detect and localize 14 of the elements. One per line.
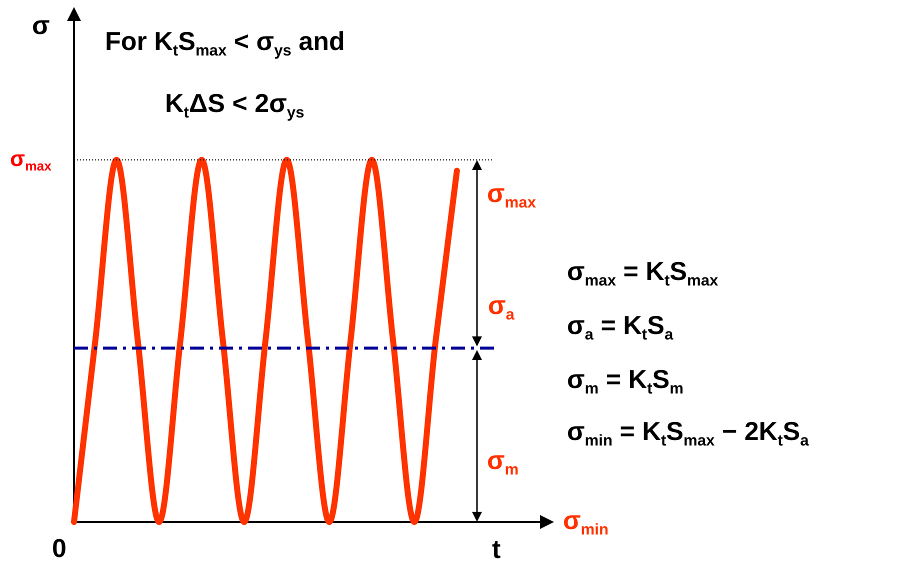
annotation: σ$_{a}$ — [488, 290, 514, 324]
y-axis-title: σ — [32, 10, 50, 40]
annotation: σ$_{max}$ — [487, 178, 536, 212]
text: σ$_{m}$ = K$_{t}$S$_{m}$ — [567, 364, 684, 398]
x-axis-title: t — [492, 534, 501, 564]
text: 0 — [52, 533, 66, 563]
text: K$_{t}$ΔS < 2σ$_{ys}$ — [165, 88, 304, 122]
text: σ$_{min}$ = K$_{t}$S$_{max}$ − 2K$_{t}$S$_{a}$ — [567, 416, 809, 450]
annotation: σ$_{m}$ — [487, 445, 519, 478]
text: σ$_{a}$ = K$_{t}$S$_{a}$ — [567, 310, 674, 344]
ref-line-label: σ$_{max}$ — [10, 146, 52, 174]
text: σ$_{min}$ — [563, 505, 609, 538]
text: For K$_{t}$S$_{max}$ < σ$_{ys}$ and — [105, 26, 345, 60]
text: σ$_{max}$ = K$_{t}$S$_{max}$ — [567, 256, 718, 290]
